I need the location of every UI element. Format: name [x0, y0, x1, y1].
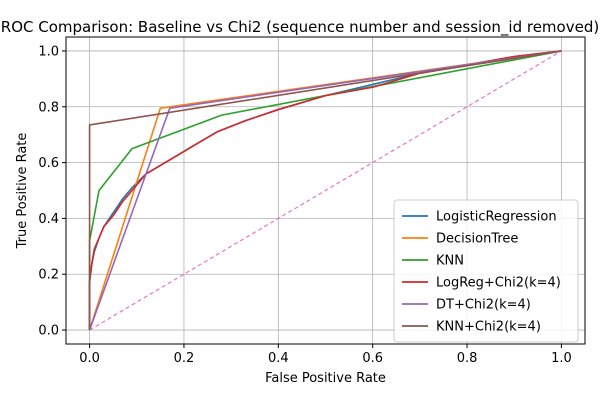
x-tick-label: 1.0 — [551, 351, 572, 366]
series-line-3 — [88, 50, 562, 331]
y-tick-label: 1.0 — [38, 44, 59, 59]
x-axis-label: False Positive Rate — [265, 371, 386, 386]
legend-label-2: KNN — [436, 254, 464, 269]
legend: LogisticRegression DecisionTree KNN LogReg+… — [393, 199, 579, 343]
series-lines — [88, 50, 562, 331]
y-tick-label: 0.8 — [38, 100, 59, 115]
reference-line — [89, 50, 562, 331]
x-tick-label: 0.2 — [174, 351, 195, 366]
legend-label-4: DT+Chi2(k=4) — [436, 298, 531, 313]
y-axis-label: True Positive Rate — [15, 133, 30, 250]
x-axis-ticks: 0.0 0.2 0.4 0.6 0.8 1.0 — [79, 344, 572, 366]
x-tick-label: 0.8 — [457, 351, 478, 366]
x-tick-label: 0.6 — [362, 351, 383, 366]
y-axis-ticks: 0.0 0.2 0.4 0.6 0.8 1.0 — [38, 44, 66, 339]
legend-label-1: DecisionTree — [436, 232, 518, 247]
chart-title: ROC Comparison: Baseline vs Chi2 (sequen… — [1, 18, 599, 37]
series-line-5 — [88, 50, 562, 331]
y-tick-label: 0.6 — [38, 156, 59, 171]
grid — [66, 37, 585, 344]
legend-label-0: LogisticRegression — [436, 210, 557, 225]
legend-box — [393, 199, 579, 343]
legend-label-5: KNN+Chi2(k=4) — [436, 320, 541, 335]
plot-frame — [65, 36, 586, 345]
legend-label-3: LogReg+Chi2(k=4) — [436, 276, 561, 291]
series-line-4 — [88, 50, 562, 331]
y-tick-label: 0.0 — [38, 324, 59, 339]
x-tick-label: 0.4 — [268, 351, 289, 366]
x-tick-label: 0.0 — [79, 351, 100, 366]
reference-diagonal — [89, 50, 562, 331]
y-tick-label: 0.2 — [38, 268, 59, 283]
y-tick-label: 0.4 — [38, 212, 59, 227]
